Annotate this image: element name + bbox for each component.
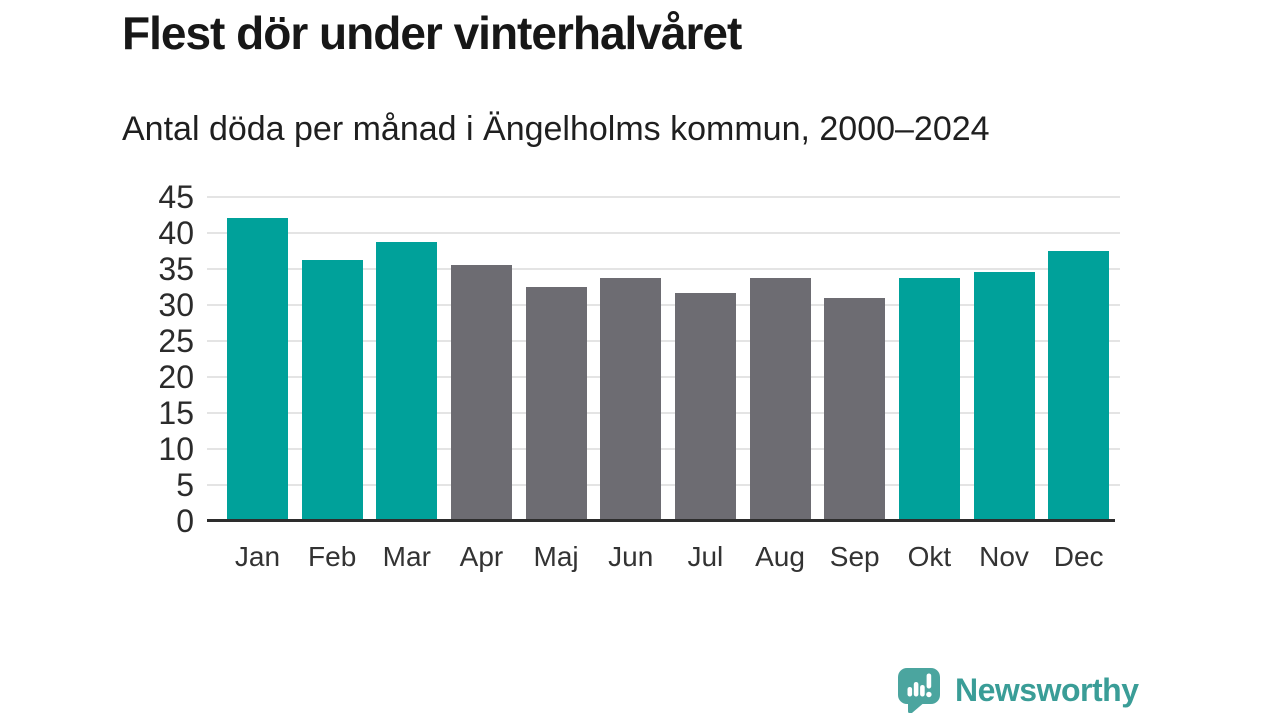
gridline-30 xyxy=(207,304,1120,306)
x-tick-label-apr: Apr xyxy=(459,541,504,572)
bar-nov xyxy=(973,271,1035,521)
y-tick-label-30: 30 xyxy=(158,287,194,323)
bar-dec xyxy=(1048,251,1110,521)
logo-bubble-shape xyxy=(898,667,940,713)
bar-chart-plot-area: 0 5 10 15 20 25 30 35 40 45 Jan Feb Mar Apr Maj Jun Jul A… xyxy=(158,180,1120,572)
gridline-20 xyxy=(207,376,1120,378)
x-axis-line xyxy=(207,519,1115,522)
y-tick-label-40: 40 xyxy=(158,215,194,251)
bar-feb xyxy=(301,260,363,521)
chart-subtitle: Antal döda per månad i Ängelholms kommun… xyxy=(122,110,990,148)
logo-mini-bar-2 xyxy=(913,681,919,696)
logo-exclamation-dot xyxy=(926,691,932,697)
y-tick-label-15: 15 xyxy=(158,395,194,431)
bar-jan xyxy=(227,217,288,521)
bar-okt xyxy=(898,277,960,521)
x-tick-label-jun: Jun xyxy=(608,541,654,572)
x-tick-label-feb: Feb xyxy=(308,541,357,572)
y-tick-label-10: 10 xyxy=(158,431,194,467)
x-tick-label-jan: Jan xyxy=(234,541,281,572)
y-tick-label-35: 35 xyxy=(158,251,194,287)
x-tick-label-jul: Jul xyxy=(687,541,724,572)
x-tick-label-mar: Mar xyxy=(382,541,431,572)
x-tick-label-sep: Sep xyxy=(829,541,880,572)
brand-name: Newsworthy xyxy=(955,671,1139,708)
newsworthy-logo-icon xyxy=(898,667,940,713)
chart-title: Flest dör under vinterhalvåret xyxy=(122,7,742,59)
gridline-35 xyxy=(207,268,1120,270)
gridline-5 xyxy=(207,484,1120,486)
logo-exclamation-bar xyxy=(926,673,932,688)
gridline-25 xyxy=(207,340,1120,342)
bar-sep xyxy=(824,297,886,521)
bar-jun xyxy=(600,277,662,521)
y-tick-label-0: 0 xyxy=(176,503,194,539)
x-tick-label-okt: Okt xyxy=(907,541,952,572)
y-tick-label-20: 20 xyxy=(158,359,194,395)
bar-maj xyxy=(525,287,587,521)
x-tick-label-nov: Nov xyxy=(979,541,1029,572)
x-tick-label-aug: Aug xyxy=(755,541,805,572)
gridline-45 xyxy=(207,196,1120,198)
gridline-40 xyxy=(207,232,1120,234)
y-tick-label-5: 5 xyxy=(176,467,194,503)
bar-aug xyxy=(749,277,811,521)
y-tick-label-25: 25 xyxy=(158,323,194,359)
bar-mar xyxy=(376,242,438,521)
x-tick-label-maj: Maj xyxy=(533,541,579,572)
gridline-15 xyxy=(207,412,1120,414)
brand-footer: Newsworthy xyxy=(898,667,1139,713)
gridline-10 xyxy=(207,448,1120,450)
x-tick-label-dec: Dec xyxy=(1053,541,1104,572)
bar-apr xyxy=(450,264,512,521)
y-tick-label-45: 45 xyxy=(158,179,194,215)
bar-jul xyxy=(674,292,736,521)
logo-mini-bar-3 xyxy=(920,684,925,696)
logo-mini-bar-1 xyxy=(907,686,913,696)
